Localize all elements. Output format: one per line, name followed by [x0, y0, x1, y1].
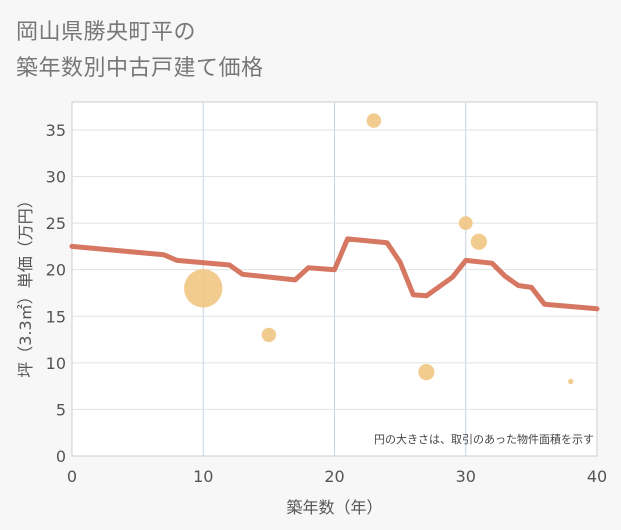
transaction-bubble [184, 269, 223, 308]
x-axis-label: 築年数（年） [286, 498, 382, 517]
grid [72, 102, 597, 456]
x-tick-label: 0 [67, 467, 77, 486]
x-tick-label: 10 [193, 467, 213, 486]
y-tick-label: 0 [56, 447, 66, 466]
chart-title-line-1: 岡山県勝央町平の [16, 20, 197, 45]
x-tick-label: 20 [324, 467, 344, 486]
bubble-series-layer [184, 113, 574, 385]
tick-labels: 0 10 20 30 40 0 5 10 15 20 25 30 35 [46, 121, 608, 486]
size-annotation: 円の大きさは、取引のあった物件面積を示す [374, 432, 594, 446]
y-tick-label: 35 [46, 121, 66, 140]
y-axis-label: 坪（3.3㎡）単価（万円） [16, 192, 35, 377]
y-tick-label: 25 [46, 214, 66, 233]
y-tick-label: 30 [46, 168, 66, 187]
chart-title-line-2: 築年数別中古戸建て価格 [16, 56, 264, 81]
average-price-line [69, 236, 600, 312]
transaction-bubble [418, 364, 435, 381]
transaction-bubble [568, 378, 574, 385]
y-tick-label: 20 [46, 261, 66, 280]
y-tick-label: 5 [56, 400, 66, 419]
y-tick-label: 15 [46, 307, 66, 326]
transaction-bubble [470, 233, 487, 250]
x-tick-label: 40 [587, 467, 607, 486]
transaction-bubble [366, 113, 382, 128]
y-tick-label: 10 [46, 354, 66, 373]
x-tick-label: 30 [456, 467, 476, 486]
line-series-layer [69, 236, 600, 312]
transaction-bubble [261, 327, 277, 343]
transaction-bubble [458, 216, 473, 231]
